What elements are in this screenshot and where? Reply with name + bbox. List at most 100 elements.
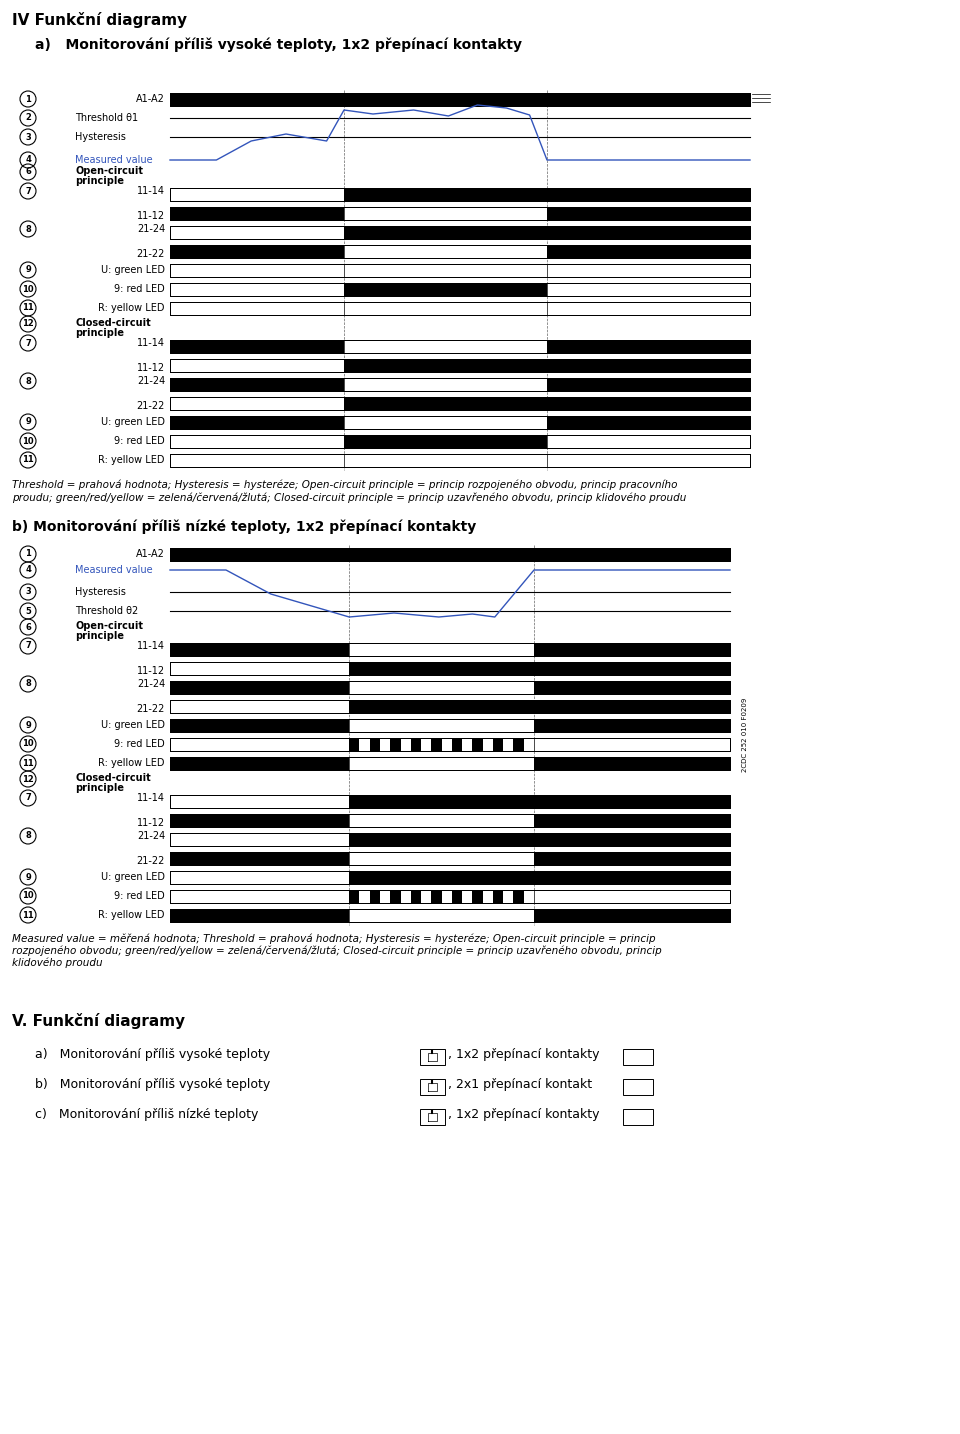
Text: Open-circuit: Open-circuit bbox=[75, 621, 143, 631]
Text: 6: 6 bbox=[25, 622, 31, 631]
Bar bbox=[170, 663, 730, 675]
Text: R: yellow LED: R: yellow LED bbox=[99, 303, 165, 313]
Bar bbox=[349, 833, 534, 846]
Text: U: green LED: U: green LED bbox=[101, 265, 165, 275]
Bar bbox=[472, 891, 483, 903]
Bar bbox=[534, 642, 730, 655]
Bar bbox=[534, 794, 730, 807]
Bar bbox=[170, 206, 750, 219]
Text: U: green LED: U: green LED bbox=[101, 720, 165, 730]
Bar bbox=[170, 815, 730, 827]
Bar bbox=[170, 833, 730, 846]
Bar bbox=[170, 718, 349, 731]
Bar bbox=[170, 93, 750, 106]
Bar bbox=[623, 1108, 653, 1126]
Text: 21-22: 21-22 bbox=[136, 402, 165, 412]
Bar bbox=[170, 718, 730, 731]
Text: c)   Monitorování příliš nízké teploty: c) Monitorování příliš nízké teploty bbox=[35, 1108, 262, 1121]
Text: principle: principle bbox=[75, 631, 124, 641]
Bar bbox=[547, 358, 750, 371]
Text: 11-12: 11-12 bbox=[137, 363, 165, 373]
Text: 10: 10 bbox=[22, 740, 34, 749]
Text: b) Monitorování příliš nízké teploty, 1x2 přepínací kontakty: b) Monitorování příliš nízké teploty, 1x… bbox=[12, 521, 476, 535]
Text: 11: 11 bbox=[22, 759, 34, 767]
Text: 9: red LED: 9: red LED bbox=[114, 891, 165, 901]
Text: 21-24: 21-24 bbox=[136, 830, 165, 840]
Bar bbox=[170, 642, 349, 655]
Bar bbox=[170, 397, 750, 410]
Bar bbox=[170, 245, 344, 258]
Text: 8: 8 bbox=[25, 225, 31, 234]
Text: 7: 7 bbox=[25, 338, 31, 347]
Bar bbox=[170, 681, 730, 694]
Bar bbox=[547, 379, 750, 391]
Bar bbox=[170, 700, 730, 713]
Bar bbox=[170, 358, 750, 371]
Bar bbox=[170, 379, 750, 391]
Bar bbox=[170, 264, 750, 277]
Text: 21-24: 21-24 bbox=[136, 680, 165, 688]
Text: b)   Monitorování příliš vysoké teploty: b) Monitorování příliš vysoké teploty bbox=[35, 1078, 275, 1091]
Text: 11-12: 11-12 bbox=[137, 211, 165, 221]
Text: 2: 2 bbox=[25, 113, 31, 122]
Text: 3: 3 bbox=[25, 132, 31, 142]
Text: a)   Monitorování příliš vysoké teploty: a) Monitorování příliš vysoké teploty bbox=[35, 1048, 275, 1061]
Bar bbox=[170, 757, 730, 770]
Bar bbox=[170, 188, 750, 201]
Text: 4: 4 bbox=[25, 565, 31, 575]
Bar bbox=[420, 1050, 445, 1065]
Bar bbox=[170, 282, 750, 295]
Text: U: green LED: U: green LED bbox=[101, 872, 165, 882]
Bar bbox=[170, 852, 730, 865]
Bar bbox=[534, 870, 730, 883]
Text: 11: 11 bbox=[22, 304, 34, 313]
Bar bbox=[170, 794, 730, 807]
Bar bbox=[623, 1078, 653, 1096]
Bar bbox=[344, 397, 547, 410]
Bar bbox=[170, 642, 730, 655]
Bar bbox=[170, 416, 344, 429]
Bar bbox=[547, 188, 750, 201]
Bar bbox=[534, 815, 730, 827]
Bar bbox=[170, 718, 730, 731]
Bar bbox=[344, 227, 547, 239]
Bar bbox=[170, 379, 344, 391]
Bar bbox=[170, 852, 349, 865]
Text: principle: principle bbox=[75, 328, 124, 338]
Text: , 2x1 přepínací kontakt: , 2x1 přepínací kontakt bbox=[448, 1078, 596, 1091]
Bar bbox=[170, 548, 730, 561]
Text: Threshold = prahová hodnota; Hysteresis = hysteréze; Open-circuit principle = pr: Threshold = prahová hodnota; Hysteresis … bbox=[12, 480, 686, 503]
Bar bbox=[170, 358, 750, 371]
Bar bbox=[431, 739, 442, 751]
Text: 11-12: 11-12 bbox=[137, 665, 165, 675]
Text: principle: principle bbox=[75, 176, 124, 186]
Text: R: yellow LED: R: yellow LED bbox=[99, 455, 165, 465]
Text: Threshold θ2: Threshold θ2 bbox=[75, 607, 138, 617]
Bar bbox=[170, 681, 349, 694]
Bar bbox=[170, 282, 750, 295]
Bar bbox=[492, 891, 503, 903]
Text: 11: 11 bbox=[22, 911, 34, 919]
Bar bbox=[452, 891, 462, 903]
Text: V. Funkční diagramy: V. Funkční diagramy bbox=[12, 1012, 185, 1030]
Bar bbox=[420, 1108, 445, 1126]
Bar bbox=[170, 891, 730, 903]
Bar bbox=[534, 757, 730, 770]
Bar bbox=[344, 435, 547, 447]
Bar bbox=[547, 416, 750, 429]
Bar bbox=[170, 188, 750, 201]
Bar bbox=[170, 227, 750, 239]
Bar bbox=[170, 245, 750, 258]
Bar bbox=[170, 340, 750, 353]
Bar bbox=[420, 1078, 445, 1096]
Bar bbox=[547, 245, 750, 258]
Bar bbox=[170, 681, 730, 694]
Bar bbox=[349, 700, 534, 713]
Bar bbox=[534, 681, 730, 694]
Bar bbox=[547, 206, 750, 219]
Bar bbox=[170, 909, 730, 922]
Bar bbox=[170, 642, 730, 655]
Bar bbox=[170, 93, 750, 106]
Text: 8: 8 bbox=[25, 680, 31, 688]
Bar bbox=[547, 227, 750, 239]
